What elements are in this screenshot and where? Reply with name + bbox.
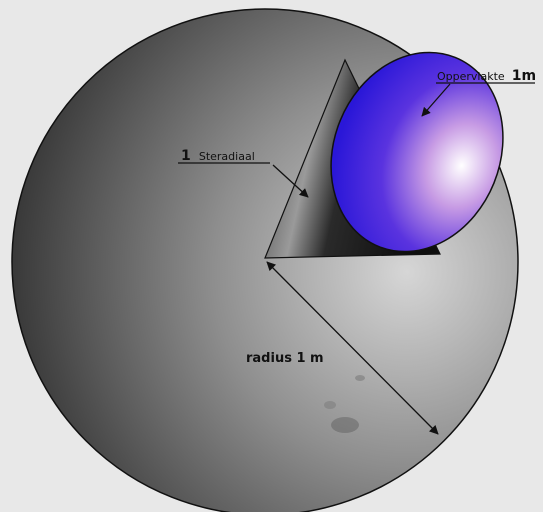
steradian-label-number: 1 bbox=[181, 148, 191, 164]
surface-arrow bbox=[421, 83, 451, 117]
radius-label: radius 1 m bbox=[246, 351, 324, 366]
surface-label-value: 1m bbox=[512, 68, 536, 84]
surface-label-word: Oppervlakte bbox=[437, 70, 505, 83]
surface-label: Oppervlakte 1m bbox=[437, 65, 536, 84]
steradian-arrow bbox=[272, 164, 309, 198]
steradian-label-word: Steradiaal bbox=[199, 150, 255, 163]
surface-cap bbox=[330, 51, 504, 253]
steradian-label: 1 Steradiaal bbox=[181, 145, 255, 164]
radius-arrow bbox=[266, 261, 439, 435]
